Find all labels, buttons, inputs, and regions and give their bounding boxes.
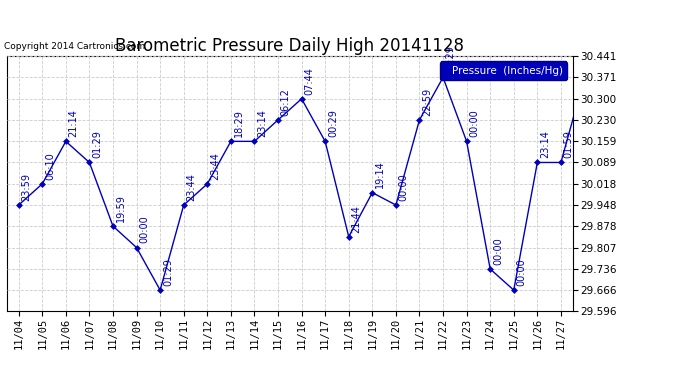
Text: 21:44: 21:44 [351, 205, 362, 232]
Text: Copyright 2014 Cartronics.com: Copyright 2014 Cartronics.com [4, 42, 145, 51]
Text: 19:14: 19:14 [375, 161, 385, 189]
Text: 21:14: 21:14 [68, 109, 79, 137]
Text: 18:29: 18:29 [234, 109, 244, 137]
Text: 00:00: 00:00 [139, 216, 149, 243]
Text: 19:59: 19:59 [116, 194, 126, 222]
Text: 01:29: 01:29 [92, 130, 102, 158]
Text: 06:10: 06:10 [45, 152, 55, 180]
Text: 09:29: 09:29 [446, 45, 456, 73]
Text: 17:59: 17:59 [0, 374, 1, 375]
Text: 06:12: 06:12 [281, 88, 290, 116]
Text: 01:29: 01:29 [163, 258, 173, 286]
Text: 00:00: 00:00 [517, 258, 526, 286]
Text: 00:29: 00:29 [328, 109, 338, 137]
Text: 23:44: 23:44 [210, 152, 220, 180]
Title: Barometric Pressure Daily High 20141128: Barometric Pressure Daily High 20141128 [115, 37, 464, 55]
Legend: Pressure  (Inches/Hg): Pressure (Inches/Hg) [440, 62, 567, 80]
Text: 23:44: 23:44 [186, 173, 197, 201]
Text: 22:59: 22:59 [422, 88, 432, 116]
Text: 07:44: 07:44 [304, 67, 315, 94]
Text: 00:00: 00:00 [493, 237, 503, 265]
Text: 00:00: 00:00 [399, 173, 408, 201]
Text: 23:14: 23:14 [540, 130, 550, 158]
Text: 01:59: 01:59 [564, 130, 573, 158]
Text: 23:59: 23:59 [21, 173, 32, 201]
Text: 00:00: 00:00 [469, 110, 480, 137]
Text: 23:14: 23:14 [257, 109, 267, 137]
